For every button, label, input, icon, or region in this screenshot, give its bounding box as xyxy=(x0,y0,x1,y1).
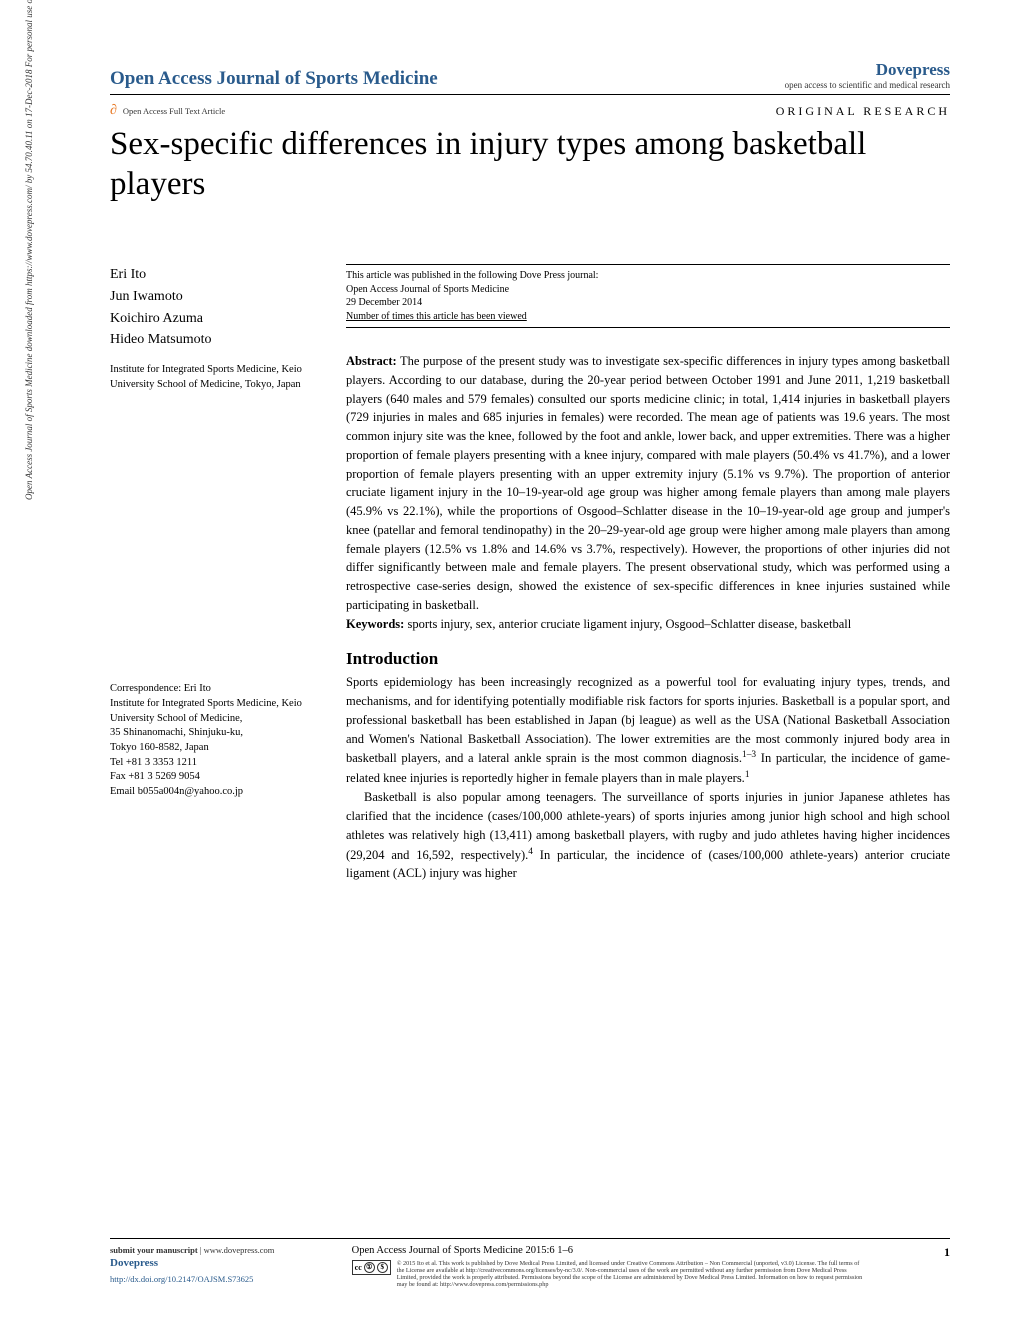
pub-info-line: 29 December 2014 xyxy=(346,296,950,310)
brand-block: Dovepress open access to scientific and … xyxy=(785,60,950,90)
open-access-row: ∂ Open Access Full Text Article ORIGINAL… xyxy=(110,103,950,119)
author-list: Eri Ito Jun Iwamoto Koichiro Azuma Hideo… xyxy=(110,264,320,351)
content-grid: Eri Ito Jun Iwamoto Koichiro Azuma Hideo… xyxy=(110,264,950,883)
download-watermark: Open Access Journal of Sports Medicine d… xyxy=(24,0,34,500)
view-count-line: Number of times this article has been vi… xyxy=(346,310,950,324)
doi-link[interactable]: http://dx.doi.org/10.2147/OAJSM.S73625 xyxy=(110,1274,274,1286)
citation-line: Open Access Journal of Sports Medicine 2… xyxy=(352,1245,867,1256)
author: Eri Ito xyxy=(110,264,320,286)
affiliation: Institute for Integrated Sports Medicine… xyxy=(110,363,320,392)
correspondence-line: 35 Shinanomachi, Shinjuku-ku, xyxy=(110,726,320,741)
article-title: Sex-specific differences in injury types… xyxy=(110,125,950,204)
pub-info-line: Open Access Journal of Sports Medicine xyxy=(346,283,950,297)
header-bar: Open Access Journal of Sports Medicine D… xyxy=(110,60,950,95)
cc-badge-icon: cc ① $ xyxy=(352,1260,391,1275)
page-number: 1 xyxy=(944,1245,950,1260)
open-access-icon: ∂ xyxy=(110,103,117,119)
abstract: Abstract: The purpose of the present stu… xyxy=(346,352,950,633)
pub-info-line: This article was published in the follow… xyxy=(346,269,950,283)
open-access-label: Open Access Full Text Article xyxy=(123,106,225,116)
intro-body: Sports epidemiology has been increasingl… xyxy=(346,673,950,883)
footer-center-block: Open Access Journal of Sports Medicine 2… xyxy=(352,1245,867,1289)
abstract-text: The purpose of the present study was to … xyxy=(346,354,950,612)
right-column: This article was published in the follow… xyxy=(346,264,950,883)
correspondence-block: Correspondence: Eri Ito Institute for In… xyxy=(110,682,320,800)
license-row: cc ① $ © 2015 Ito et al. This work is pu… xyxy=(352,1260,867,1289)
abstract-body: Abstract: The purpose of the present stu… xyxy=(346,352,950,615)
correspondence-line: Fax +81 3 5269 9054 xyxy=(110,770,320,785)
nc-icon: $ xyxy=(377,1262,388,1273)
citation-ref: 1–3 xyxy=(742,750,756,760)
author: Jun Iwamoto xyxy=(110,286,320,308)
abstract-label: Abstract: xyxy=(346,354,397,368)
author: Koichiro Azuma xyxy=(110,308,320,330)
license-text: © 2015 Ito et al. This work is published… xyxy=(397,1260,867,1289)
publication-info: This article was published in the follow… xyxy=(346,264,950,328)
brand: Dovepress xyxy=(785,60,950,80)
journal-name: Open Access Journal of Sports Medicine xyxy=(110,68,438,90)
article-type: ORIGINAL RESEARCH xyxy=(776,104,950,119)
correspondence-line: Institute for Integrated Sports Medicine… xyxy=(110,697,320,726)
correspondence-label: Correspondence: Eri Ito xyxy=(110,682,320,697)
intro-p1: Sports epidemiology has been increasingl… xyxy=(346,673,950,788)
page-footer: submit your manuscript | www.dovepress.c… xyxy=(110,1238,950,1289)
intro-p2: Basketball is also popular among teenage… xyxy=(346,788,950,883)
author: Hideo Matsumoto xyxy=(110,329,320,351)
left-column: Eri Ito Jun Iwamoto Koichiro Azuma Hideo… xyxy=(110,264,320,883)
correspondence-line: Email b055a004n@yahoo.co.jp xyxy=(110,785,320,800)
brand-tag: open access to scientific and medical re… xyxy=(785,80,950,90)
submit-link[interactable]: submit your manuscript | www.dovepress.c… xyxy=(110,1245,274,1257)
open-access-left: ∂ Open Access Full Text Article xyxy=(110,103,225,119)
intro-heading: Introduction xyxy=(346,649,950,669)
keywords-text: sports injury, sex, anterior cruciate li… xyxy=(407,617,851,631)
keywords-label: Keywords: xyxy=(346,617,404,631)
correspondence-line: Tokyo 160-8582, Japan xyxy=(110,741,320,756)
keywords: Keywords: sports injury, sex, anterior c… xyxy=(346,615,950,634)
citation-ref: 1 xyxy=(745,770,750,780)
correspondence-line: Tel +81 3 3353 1211 xyxy=(110,756,320,771)
footer-brand: Dovepress xyxy=(110,1256,274,1271)
footer-left: submit your manuscript | www.dovepress.c… xyxy=(110,1245,274,1286)
by-icon: ① xyxy=(364,1262,375,1273)
